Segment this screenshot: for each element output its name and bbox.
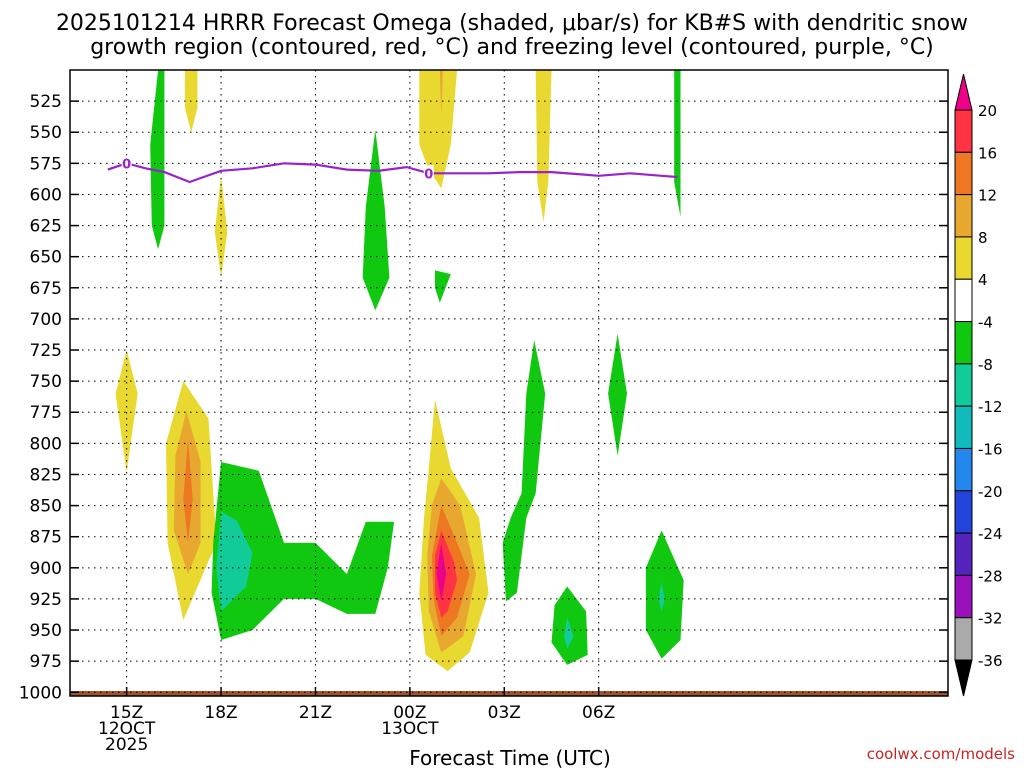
y-tick-label: 750 — [30, 372, 62, 392]
plot-frame — [69, 69, 949, 697]
colorbar-bin-9 — [954, 490, 973, 534]
y-tick-label: 900 — [30, 559, 62, 579]
colorbar-bin-3 — [954, 236, 973, 280]
y-tick-label: 525 — [30, 92, 62, 112]
ground-band — [70, 691, 948, 696]
x-tick-label: 03Z — [488, 703, 521, 723]
colorbar-tick-label: -4 — [978, 314, 993, 332]
colorbar-bin-5 — [954, 321, 973, 365]
colorbar-tick-label: 16 — [978, 144, 997, 162]
colorbar-bin-1 — [954, 151, 973, 196]
y-tick-label: 700 — [30, 310, 62, 330]
omega-shading — [115, 70, 684, 672]
y-tick-label: 1000 — [19, 683, 62, 703]
terrain-band — [70, 691, 948, 696]
freezing-label-bg-1 — [423, 165, 434, 181]
colorbar-cap-top — [954, 73, 973, 111]
omega-region-12 — [183, 439, 193, 543]
x-tick-label: 2025 — [105, 735, 148, 755]
y-tick-label: 600 — [30, 185, 62, 205]
y-tick-label: 575 — [30, 154, 62, 174]
colorbar-bin-4 — [954, 278, 973, 323]
x-tick-label: 00Z — [393, 703, 426, 723]
freezing-level-label: 0 — [424, 167, 433, 182]
colorbar-tick-label: -20 — [978, 483, 1003, 501]
colorbar-tick-label: -36 — [978, 652, 1003, 670]
x-tick-label: 06Z — [582, 703, 615, 723]
freezing-label-bg-0 — [121, 155, 132, 171]
freezing-level-label: 0 — [122, 157, 131, 172]
omega-region-7 — [535, 70, 552, 222]
omega-region-9 — [115, 350, 138, 472]
colorbar-bin-6 — [954, 363, 973, 407]
omega-region-3 — [362, 129, 390, 311]
colorbar-bin-10 — [954, 532, 973, 576]
y-tick-label: 950 — [30, 621, 62, 641]
omega-region-19 — [436, 542, 447, 602]
freezing-level-line — [107, 162, 678, 184]
y-tick-label: 650 — [30, 248, 62, 268]
colorbar-tick-label: 20 — [978, 102, 997, 120]
x-axis-label: Forecast Time (UTC) — [409, 746, 611, 768]
omega-region-21 — [608, 333, 627, 456]
x-tick-label: 18Z — [204, 703, 237, 723]
y-tick-label: 775 — [30, 403, 62, 423]
y-tick-label: 675 — [30, 279, 62, 299]
colorbar-bin-11 — [954, 574, 973, 619]
y-tick-label: 625 — [30, 217, 62, 237]
x-tick-label: 12OCT — [98, 719, 156, 739]
omega-region-24 — [645, 530, 684, 659]
omega-region-23 — [564, 617, 574, 649]
colorbar-bin-12 — [954, 617, 973, 661]
y-tick-label: 850 — [30, 497, 62, 517]
colorbar-tick-label: 4 — [978, 271, 988, 289]
freezing-level-contour: 00 — [107, 155, 678, 184]
colorbar-bin-2 — [954, 194, 973, 238]
colorbar-tick-label: -28 — [978, 567, 1003, 585]
omega-region-20 — [502, 340, 546, 602]
omega-region-6 — [435, 270, 451, 303]
colorbar: 20 16 12 8 4 -4 -8 -12 -16 -20 -24 -28 -32 -36 — [954, 73, 1003, 697]
y-axis: 525 550 575 600 625 650 675 700 725 750 775 800 825 8… — [19, 92, 948, 703]
chart-title-line-1: 2025101214 HRRR Forecast Omega (shaded, … — [56, 11, 968, 36]
colorbar-tick-label: -16 — [978, 440, 1003, 458]
colorbar-tick-label: -12 — [978, 398, 1003, 416]
colorbar-bin-8 — [954, 447, 973, 492]
y-tick-label: 725 — [30, 341, 62, 361]
x-tick-label: 21Z — [299, 703, 332, 723]
colorbar-tick-label: -32 — [978, 610, 1003, 628]
omega-region-4 — [419, 70, 458, 189]
y-tick-label: 925 — [30, 590, 62, 610]
colorbar-cap-bottom — [954, 659, 973, 697]
omega-region-13 — [211, 462, 395, 640]
credit-text: coolwx.com/models — [867, 745, 1015, 763]
omega-region-25 — [658, 582, 665, 612]
colorbar-bin-0 — [954, 109, 973, 153]
colorbar-tick-label: 12 — [978, 187, 997, 205]
colorbar-tick-label: -8 — [978, 356, 993, 374]
colorbar-bin-7 — [954, 405, 973, 449]
x-tick-label: 13OCT — [381, 719, 439, 739]
omega-region-14 — [216, 511, 253, 612]
x-tick-label: 15Z — [110, 703, 143, 723]
omega-region-5 — [438, 70, 443, 116]
omega-region-0 — [150, 70, 165, 250]
omega-region-8 — [674, 70, 681, 217]
y-tick-label: 825 — [30, 465, 62, 485]
y-tick-label: 800 — [30, 434, 62, 454]
y-tick-label: 550 — [30, 123, 62, 143]
gridlines — [70, 70, 948, 696]
y-tick-label: 975 — [30, 652, 62, 672]
y-tick-label: 875 — [30, 528, 62, 548]
chart-title-line-2: growth region (contoured, red, °C) and f… — [90, 35, 934, 60]
colorbar-tick-label: 8 — [978, 229, 988, 247]
colorbar-tick-label: -24 — [978, 525, 1003, 543]
